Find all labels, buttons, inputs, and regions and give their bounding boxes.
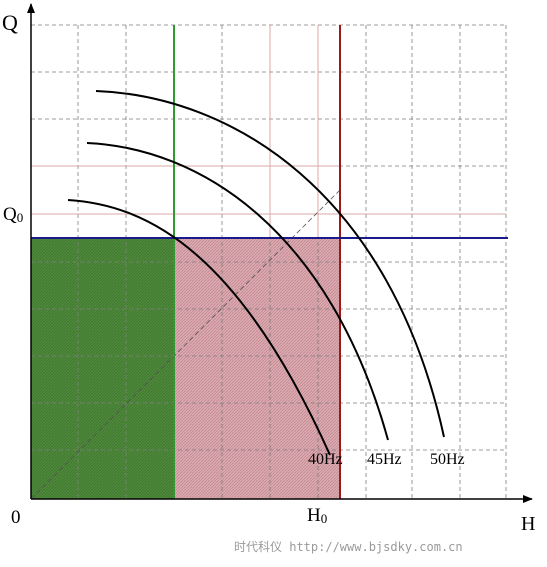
curve-label-50hz: 50Hz (430, 451, 465, 468)
watermark-text: 时代科仪 http://www.bjsdky.com.cn (234, 540, 463, 554)
curve-50hz (95, 90, 445, 438)
curve-45hz (86, 142, 389, 441)
curve-40hz (67, 199, 331, 456)
reference-lines (31, 25, 506, 238)
curve-label-40hz: 40Hz (308, 451, 343, 468)
q0-label: Q0 (3, 204, 23, 225)
curve-label-45hz: 45Hz (367, 451, 402, 468)
h0-label: H0 (307, 505, 327, 526)
green-region (31, 238, 174, 499)
y-axis-label: Q (2, 10, 18, 35)
red-region (174, 238, 340, 499)
x-axis-label: H (521, 513, 535, 535)
diagonal-line (30, 189, 341, 500)
origin-label: 0 (11, 507, 21, 528)
